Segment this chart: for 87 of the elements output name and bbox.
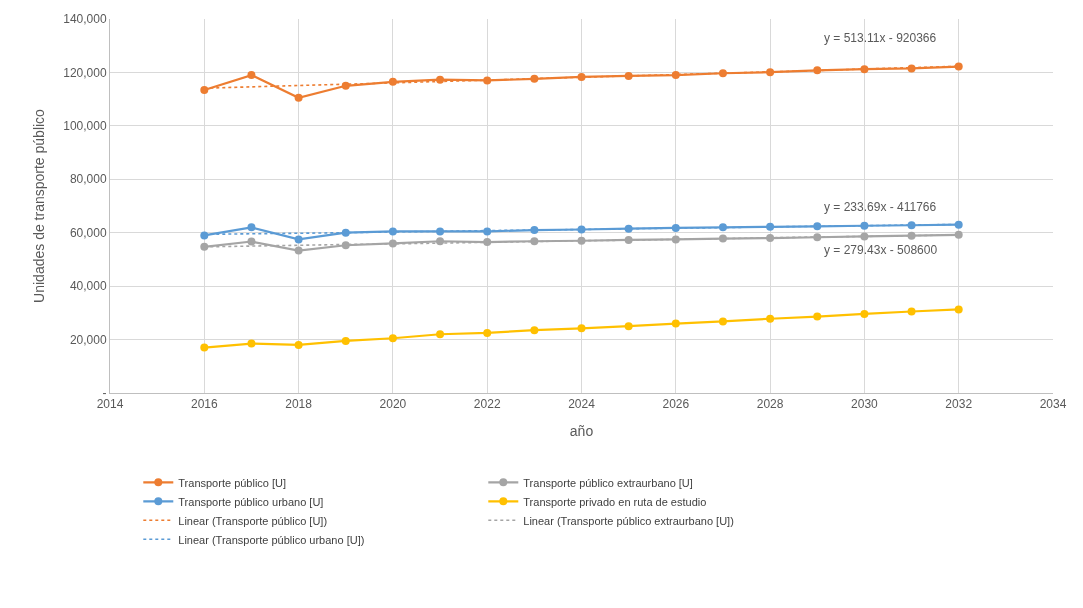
point <box>530 226 539 235</box>
point <box>294 340 303 349</box>
legend-label: Transporte público extraurbano [U] <box>523 476 693 489</box>
point <box>483 76 492 85</box>
y-tick-label: 40,000 <box>69 279 107 294</box>
x-tick-label: 2032 <box>945 397 973 412</box>
point <box>813 233 822 242</box>
point <box>294 246 303 255</box>
point <box>907 64 916 73</box>
point <box>247 237 256 246</box>
point <box>388 77 397 86</box>
x-tick-label: 2030 <box>851 397 879 412</box>
point <box>483 328 492 337</box>
point <box>247 223 256 232</box>
point <box>436 237 445 246</box>
point <box>718 317 727 326</box>
point <box>907 231 916 240</box>
point <box>766 314 775 323</box>
y-tick-label: 140,000 <box>63 12 107 27</box>
point <box>766 68 775 77</box>
x-tick-label: 2028 <box>756 397 784 412</box>
annotation: y = 279.43x - 508600 <box>824 243 938 257</box>
x-tick-label: 2022 <box>473 397 501 412</box>
point <box>294 235 303 244</box>
point <box>671 235 680 244</box>
legend-label: Linear (Transporte público [U]) <box>178 514 328 527</box>
y-axis-title: Unidades de transporte público <box>30 108 47 303</box>
point <box>954 62 963 71</box>
point <box>860 309 869 318</box>
point <box>200 242 209 251</box>
point <box>436 75 445 84</box>
point <box>671 71 680 80</box>
point <box>200 86 209 95</box>
point <box>341 336 350 345</box>
point <box>624 322 633 331</box>
legend-label: Transporte público urbano [U] <box>178 495 324 508</box>
point <box>718 234 727 243</box>
y-tick-label: 20,000 <box>69 332 107 347</box>
point <box>247 71 256 80</box>
point <box>436 227 445 236</box>
point <box>530 74 539 83</box>
point <box>483 238 492 247</box>
annotation: y = 513.11x - 920366 <box>824 31 937 45</box>
point <box>436 330 445 339</box>
x-tick-label: 2034 <box>1039 397 1067 412</box>
y-tick-label: 80,000 <box>69 172 107 187</box>
point <box>247 339 256 348</box>
point <box>388 239 397 248</box>
point <box>294 93 303 102</box>
legend-label: Transporte público [U] <box>178 476 287 489</box>
y-tick-label: 100,000 <box>63 119 107 134</box>
x-tick-label: 2024 <box>568 397 596 412</box>
x-tick-label: 2026 <box>662 397 690 412</box>
legend-label: Linear (Transporte público extraurbano [U]) <box>523 514 734 527</box>
point <box>671 319 680 328</box>
x-tick-label: 2018 <box>285 397 313 412</box>
point <box>813 66 822 75</box>
point <box>860 232 869 241</box>
y-tick-label: 60,000 <box>69 225 107 240</box>
point <box>718 69 727 78</box>
legend-label: Linear (Transporte público urbano [U]) <box>178 533 365 546</box>
point <box>577 72 586 81</box>
point <box>813 222 822 231</box>
x-tick-label: 2020 <box>379 397 407 412</box>
point <box>530 237 539 246</box>
x-axis-title: año <box>569 422 594 439</box>
point <box>813 312 822 321</box>
point <box>718 223 727 232</box>
y-tick-label: 120,000 <box>63 65 107 80</box>
legend-label: Transporte privado en ruta de estudio <box>523 495 707 508</box>
point <box>577 324 586 333</box>
annotation: y = 233.69x - 411766 <box>824 200 937 214</box>
point <box>483 227 492 236</box>
point <box>388 227 397 236</box>
point <box>954 230 963 239</box>
point <box>530 326 539 335</box>
point <box>954 305 963 314</box>
point <box>341 241 350 250</box>
point <box>766 234 775 243</box>
point <box>954 220 963 229</box>
point <box>907 307 916 316</box>
x-tick-label: 2016 <box>190 397 218 412</box>
point <box>200 231 209 240</box>
point <box>388 334 397 343</box>
x-tick-label: 2014 <box>96 397 124 412</box>
point <box>766 222 775 231</box>
point <box>200 343 209 352</box>
